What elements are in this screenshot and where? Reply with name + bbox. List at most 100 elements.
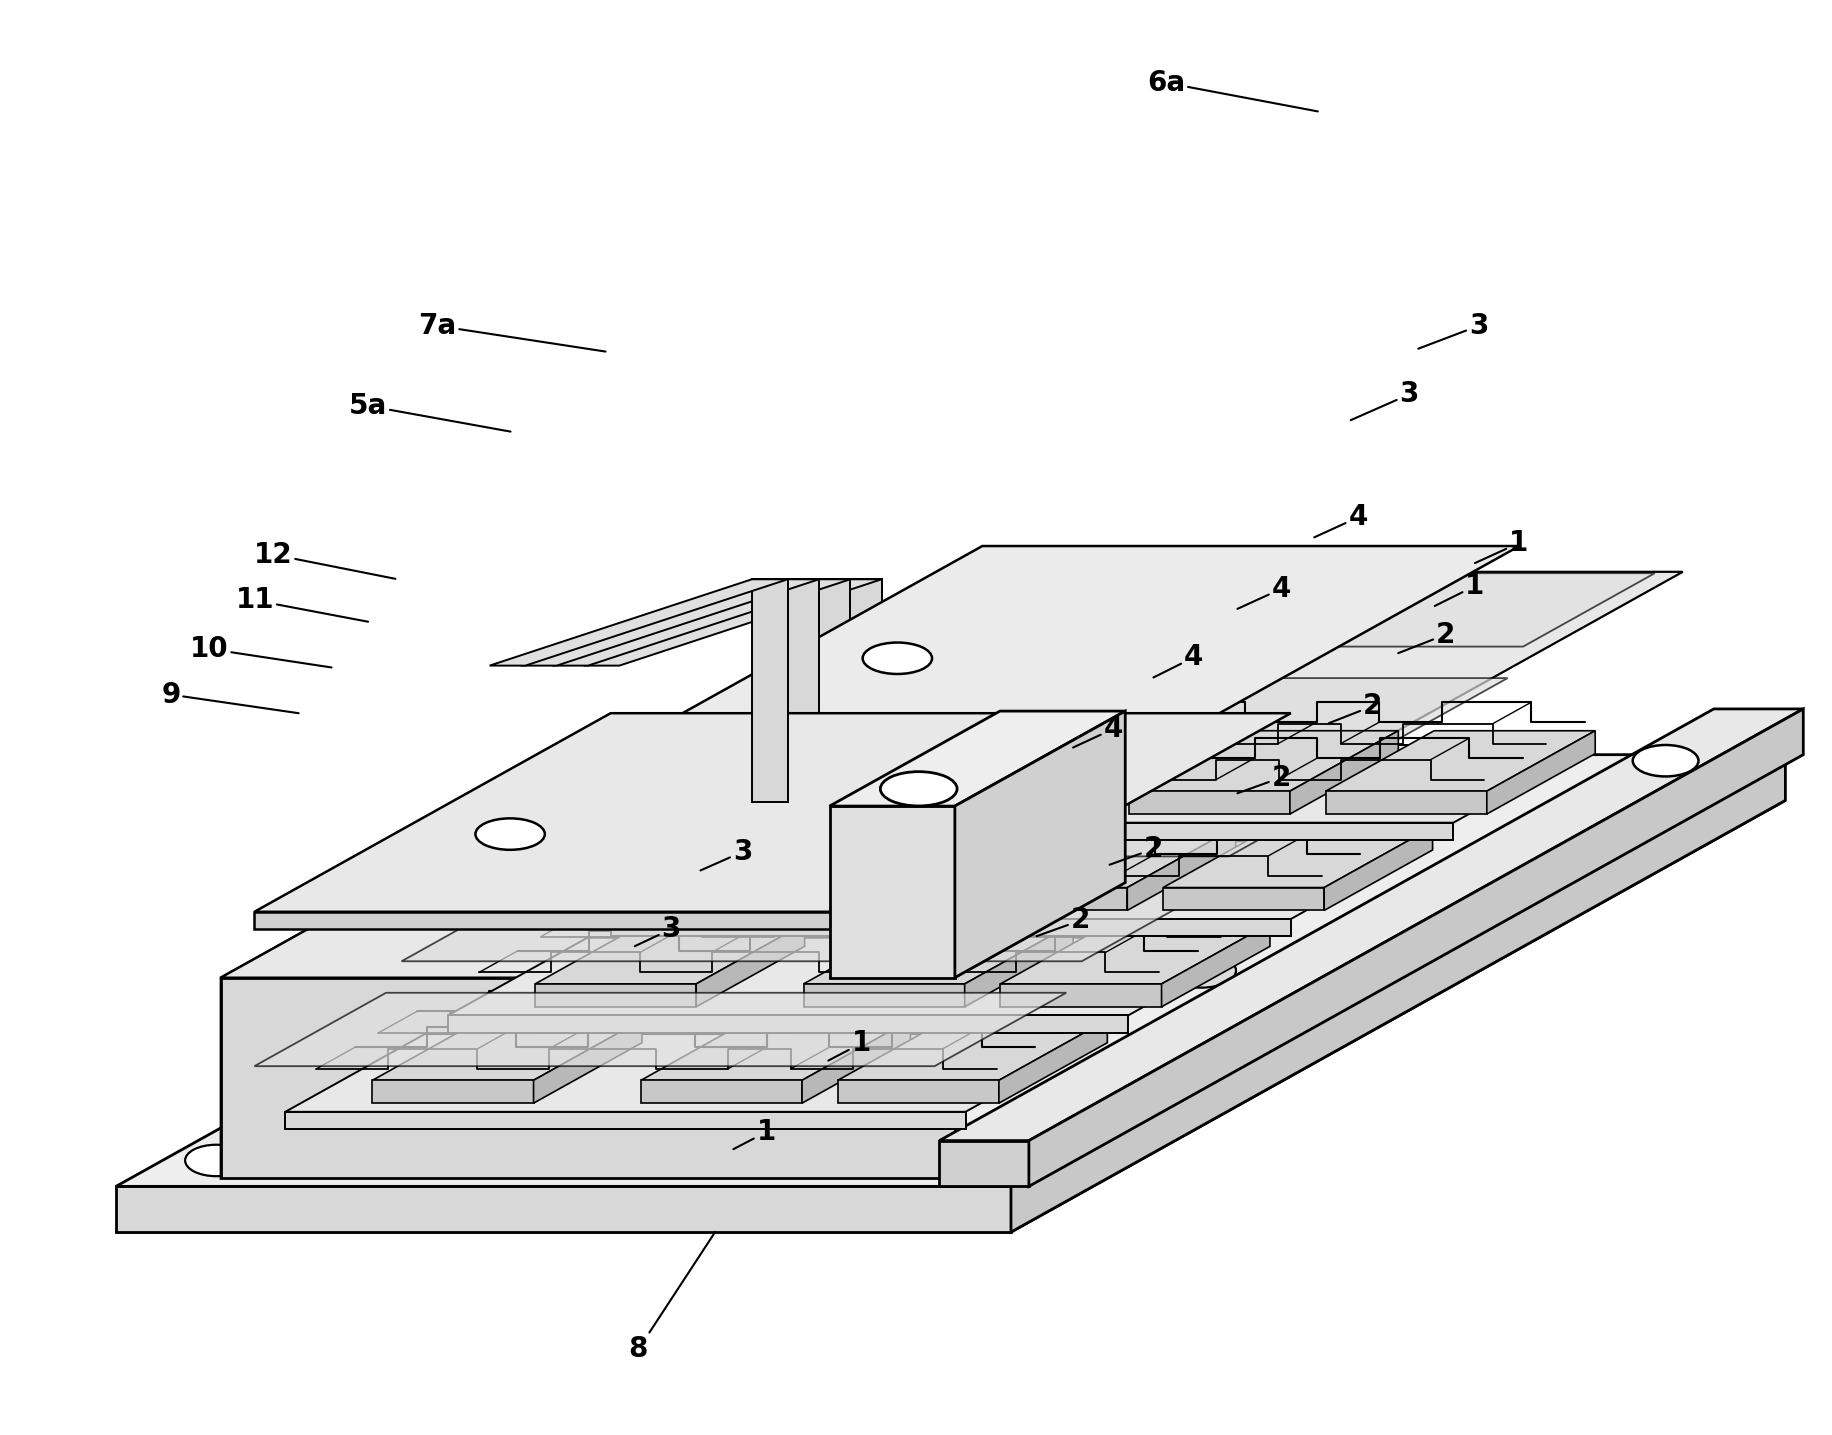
Text: 5a: 5a — [348, 392, 511, 432]
Polygon shape — [773, 745, 1592, 822]
Polygon shape — [548, 784, 1361, 857]
Polygon shape — [965, 827, 1237, 887]
Text: 4: 4 — [1154, 643, 1204, 677]
Text: 4: 4 — [1074, 715, 1123, 748]
Polygon shape — [837, 1081, 998, 1104]
Polygon shape — [830, 926, 1048, 977]
Text: 10: 10 — [191, 634, 332, 667]
Polygon shape — [1290, 730, 1398, 814]
Ellipse shape — [867, 765, 929, 796]
Polygon shape — [115, 801, 1786, 1233]
Polygon shape — [449, 1016, 1129, 1033]
Text: 12: 12 — [255, 541, 396, 578]
Polygon shape — [1488, 730, 1596, 814]
Polygon shape — [998, 1020, 1107, 1104]
Polygon shape — [784, 580, 819, 802]
Text: 8: 8 — [628, 1233, 714, 1363]
Text: 1: 1 — [733, 1118, 777, 1149]
Polygon shape — [533, 1020, 641, 1104]
Ellipse shape — [476, 818, 544, 850]
Ellipse shape — [1632, 745, 1698, 776]
Text: 3: 3 — [700, 838, 753, 871]
Polygon shape — [965, 924, 1074, 1007]
Polygon shape — [641, 1020, 911, 1081]
Ellipse shape — [863, 643, 932, 674]
Polygon shape — [610, 918, 1292, 936]
Text: 2: 2 — [1037, 907, 1090, 936]
Text: 3: 3 — [1418, 311, 1488, 349]
Polygon shape — [804, 924, 1074, 984]
Polygon shape — [255, 713, 1292, 911]
Polygon shape — [965, 887, 1127, 910]
Text: 4: 4 — [1314, 504, 1369, 537]
Polygon shape — [1000, 924, 1270, 984]
Polygon shape — [846, 580, 881, 802]
Text: 1: 1 — [1434, 573, 1484, 606]
Polygon shape — [1022, 730, 1130, 814]
Text: 2: 2 — [1328, 692, 1383, 723]
Polygon shape — [286, 1112, 965, 1129]
Text: 7a: 7a — [418, 311, 606, 352]
Polygon shape — [1030, 709, 1803, 1187]
Polygon shape — [1326, 730, 1596, 791]
Ellipse shape — [881, 772, 956, 806]
Text: 2: 2 — [1237, 763, 1292, 794]
Polygon shape — [1129, 730, 1398, 791]
Text: 9: 9 — [161, 680, 299, 713]
Polygon shape — [1127, 827, 1237, 910]
Ellipse shape — [973, 1145, 1035, 1177]
Polygon shape — [1163, 827, 1433, 887]
Polygon shape — [551, 580, 850, 666]
Polygon shape — [401, 888, 1213, 961]
Polygon shape — [837, 1020, 1107, 1081]
Polygon shape — [1000, 984, 1161, 1007]
Polygon shape — [649, 732, 1187, 749]
Polygon shape — [535, 924, 804, 984]
Polygon shape — [115, 1187, 1011, 1233]
Polygon shape — [843, 573, 1654, 647]
Polygon shape — [940, 1141, 1030, 1187]
Ellipse shape — [1167, 953, 1237, 987]
Ellipse shape — [185, 1145, 247, 1177]
Polygon shape — [222, 571, 1684, 977]
Polygon shape — [698, 827, 967, 887]
Text: 6a: 6a — [1147, 69, 1317, 112]
Text: 1: 1 — [828, 1029, 870, 1060]
Text: 4: 4 — [1237, 575, 1292, 608]
Polygon shape — [696, 924, 804, 1007]
Text: 1: 1 — [1475, 530, 1528, 563]
Text: 3: 3 — [634, 916, 682, 946]
Polygon shape — [372, 1020, 641, 1081]
Polygon shape — [773, 822, 1453, 839]
Polygon shape — [222, 571, 949, 1178]
Text: 11: 11 — [236, 587, 368, 621]
Polygon shape — [222, 977, 954, 1178]
Ellipse shape — [1654, 765, 1717, 796]
Text: 2: 2 — [1398, 620, 1455, 653]
Polygon shape — [802, 1020, 911, 1104]
Polygon shape — [940, 709, 1803, 1141]
Polygon shape — [954, 712, 1125, 977]
Polygon shape — [115, 755, 1786, 1187]
Polygon shape — [255, 911, 934, 928]
Polygon shape — [255, 993, 1066, 1066]
Polygon shape — [698, 887, 859, 910]
Text: 2: 2 — [1110, 835, 1163, 865]
Polygon shape — [641, 1081, 802, 1104]
Polygon shape — [649, 547, 1519, 732]
Polygon shape — [610, 841, 1431, 918]
Polygon shape — [751, 580, 788, 802]
Polygon shape — [830, 806, 954, 977]
Polygon shape — [1161, 924, 1270, 1007]
Polygon shape — [489, 580, 788, 666]
Polygon shape — [1129, 791, 1290, 814]
Polygon shape — [815, 580, 850, 802]
Polygon shape — [535, 984, 696, 1007]
Polygon shape — [861, 730, 1130, 791]
Polygon shape — [804, 984, 965, 1007]
Polygon shape — [520, 580, 819, 666]
Polygon shape — [584, 580, 881, 666]
Polygon shape — [861, 791, 1022, 814]
Polygon shape — [1011, 755, 1786, 1233]
Polygon shape — [372, 1081, 533, 1104]
